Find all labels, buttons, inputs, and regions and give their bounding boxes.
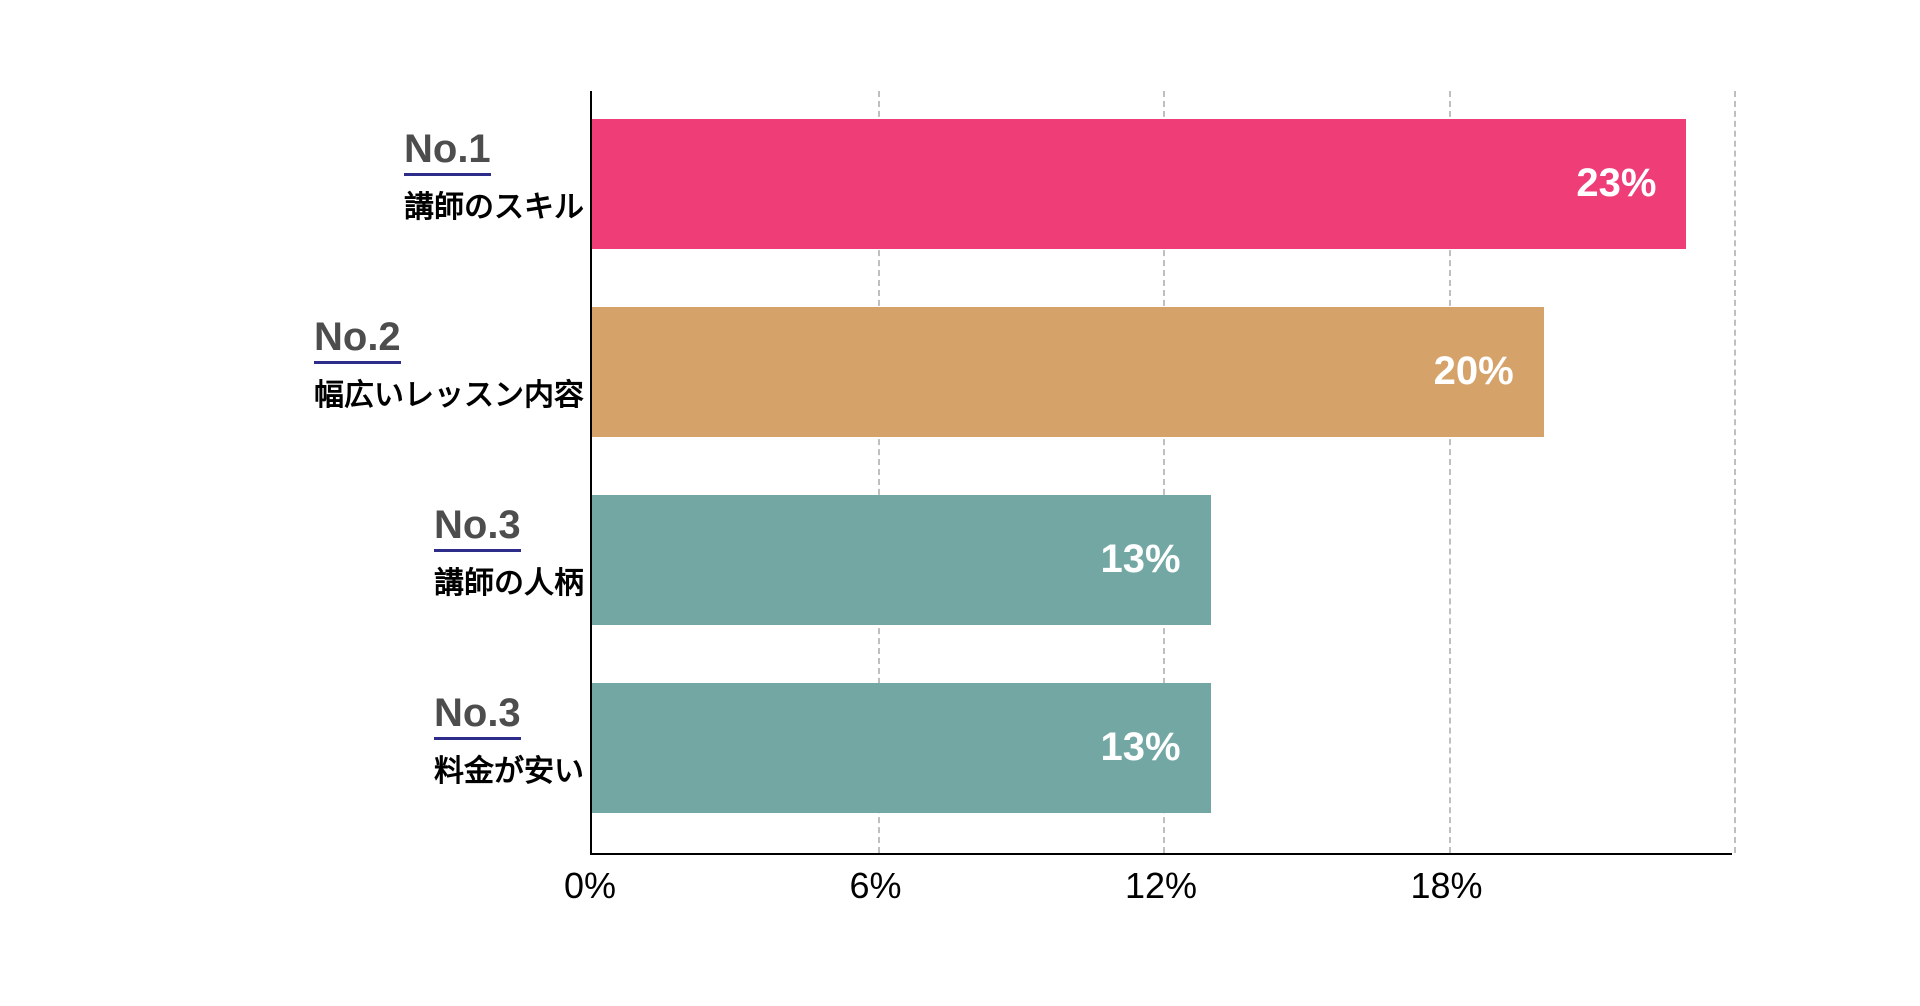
- x-axis-tick: 0%: [564, 865, 616, 907]
- bar: 20%: [592, 307, 1544, 437]
- bar-rank: No.3: [434, 693, 521, 733]
- bar-rank: No.2: [314, 317, 401, 357]
- bar-value-label: 20%: [1434, 349, 1514, 394]
- bar-label-group: No.3 講師の人柄: [434, 505, 584, 602]
- bar: 23%: [592, 119, 1686, 249]
- gridline: [1734, 91, 1736, 853]
- rank-underline: [434, 737, 521, 740]
- bar-value-label: 13%: [1101, 725, 1181, 770]
- bar: 13%: [592, 683, 1211, 813]
- x-axis-tick: 12%: [1125, 865, 1197, 907]
- rank-underline: [404, 173, 491, 176]
- ranking-bar-chart: 23% 20% 13% 13% No.1 講師のスキル No.2 幅広いレッスン内容 No.3 講…: [182, 91, 1738, 916]
- bar-category: 講師のスキル: [404, 182, 584, 226]
- x-axis-tick: 18%: [1410, 865, 1482, 907]
- bar-label-group: No.2 幅広いレッスン内容: [314, 317, 584, 414]
- bar-label-group: No.3 料金が安い: [434, 693, 584, 790]
- bar-rank: No.1: [404, 129, 491, 169]
- bar-label-group: No.1 講師のスキル: [404, 129, 584, 226]
- bar: 13%: [592, 495, 1211, 625]
- plot-area: 23% 20% 13% 13%: [590, 91, 1732, 855]
- bar-value-label: 23%: [1576, 161, 1656, 206]
- rank-underline: [314, 361, 401, 364]
- bar-rank: No.3: [434, 505, 521, 545]
- bar-category: 講師の人柄: [434, 558, 584, 602]
- rank-underline: [434, 549, 521, 552]
- bar-category: 幅広いレッスン内容: [314, 370, 584, 414]
- x-axis-tick: 6%: [849, 865, 901, 907]
- bar-value-label: 13%: [1101, 537, 1181, 582]
- bar-category: 料金が安い: [434, 746, 584, 790]
